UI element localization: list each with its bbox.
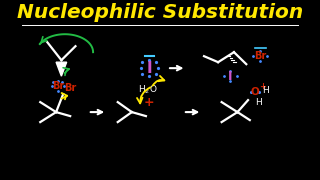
Text: Br: Br [52,81,64,91]
Text: Br: Br [64,83,76,93]
Text: Br: Br [254,51,267,61]
Polygon shape [56,62,67,76]
Text: H: H [262,86,269,95]
Text: H: H [255,98,262,107]
Text: Nucleophilic Substitution: Nucleophilic Substitution [17,3,303,22]
Text: O: O [251,87,260,97]
Text: I: I [147,61,152,76]
Text: I: I [228,70,233,83]
Text: +: + [144,96,155,109]
Text: +: + [259,82,266,91]
Text: H$_2$O: H$_2$O [138,84,157,96]
